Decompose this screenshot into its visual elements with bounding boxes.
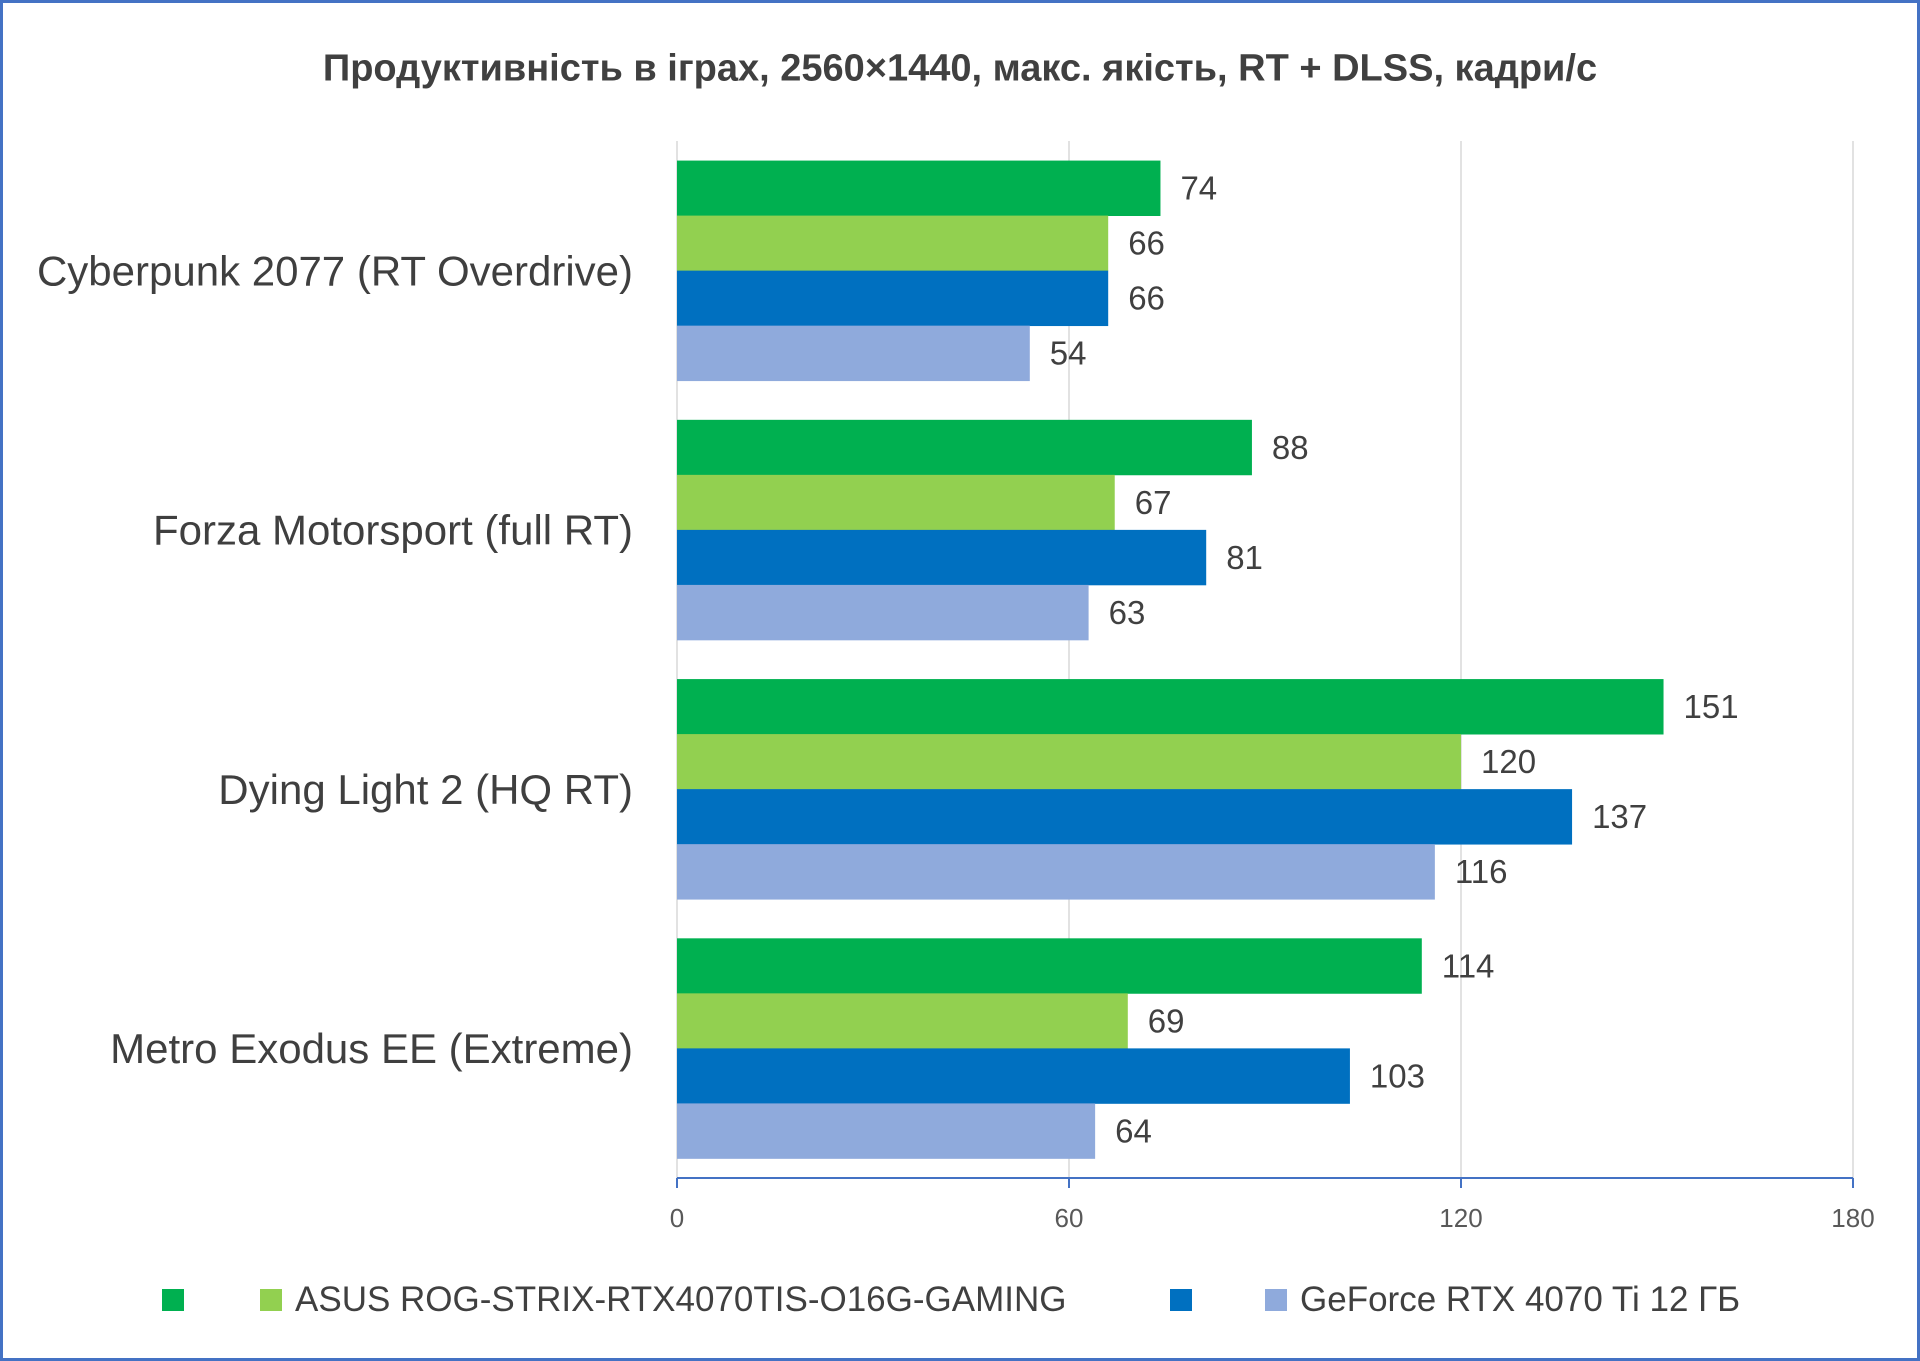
data-label-category-3-series-4: 116 — [1455, 853, 1508, 890]
legend-item-series-3 — [1170, 1278, 1205, 1322]
category-label-2: Forza Motorsport (full RT) — [153, 507, 633, 554]
bar-category-2-series-3 — [677, 529, 1207, 586]
bar-category-4-series-3 — [677, 1048, 1350, 1104]
category-label-3: Dying Light 2 (HQ RT) — [218, 766, 633, 813]
labels: 0 60 120 180 Cyberpunk 2077 (RT Overdrive) 74… — [37, 170, 1875, 1233]
data-label-category-1-series-4: 54 — [1050, 335, 1087, 372]
bars — [677, 160, 1664, 1159]
bar-category-1-series-1 — [677, 160, 1161, 216]
bar-category-2-series-2 — [677, 474, 1115, 531]
data-label-category-3-series-2: 120 — [1481, 743, 1536, 780]
legend-swatch-series-3 — [1170, 1289, 1192, 1311]
data-label-category-2-series-3: 81 — [1226, 539, 1263, 576]
bar-category-4-series-4 — [677, 1103, 1096, 1159]
bar-category-1-series-2 — [677, 215, 1109, 272]
chart-title: Продуктивність в іграх, 2560×1440, макс.… — [323, 47, 1597, 89]
data-label-category-3-series-3: 137 — [1592, 798, 1647, 835]
bar-category-3-series-2 — [677, 734, 1461, 790]
bar-category-4-series-1 — [677, 938, 1422, 994]
legend-swatch-series-1 — [162, 1289, 184, 1311]
bar-category-1-series-3 — [677, 270, 1109, 327]
data-label-category-4-series-4: 64 — [1115, 1112, 1152, 1149]
bar-category-3-series-4 — [677, 844, 1435, 900]
legend-swatch-series-2 — [260, 1289, 282, 1311]
data-label-category-2-series-1: 88 — [1272, 429, 1309, 466]
data-label-category-2-series-4: 63 — [1109, 594, 1146, 631]
category-label-4: Metro Exodus EE (Extreme) — [110, 1025, 633, 1072]
data-label-category-1-series-1: 74 — [1180, 170, 1217, 207]
data-label-category-4-series-3: 103 — [1370, 1057, 1425, 1094]
data-label-category-1-series-3: 66 — [1128, 280, 1165, 317]
data-label-category-4-series-2: 69 — [1148, 1002, 1185, 1039]
bar-category-4-series-2 — [677, 993, 1128, 1049]
legend-label-series-4: GeForce RTX 4070 Ti 12 ГБ — [1300, 1280, 1741, 1319]
legend-swatch-series-4 — [1265, 1289, 1287, 1311]
legend-item-series-1 — [162, 1278, 197, 1322]
category-label-1: Cyberpunk 2077 (RT Overdrive) — [37, 247, 633, 294]
data-label-category-4-series-1: 114 — [1442, 947, 1495, 984]
bar-category-1-series-4 — [677, 325, 1030, 382]
bar-category-3-series-3 — [677, 789, 1573, 845]
legend-label-series-2: ASUS ROG-STRIX-RTX4070TIS-O16G-GAMING — [295, 1280, 1067, 1319]
x-tick-label-0: 0 — [670, 1203, 684, 1233]
x-tick-label-60: 60 — [1055, 1203, 1084, 1233]
x-tick-label-180: 180 — [1831, 1203, 1874, 1233]
bar-category-2-series-4 — [677, 584, 1089, 641]
legend-item-series-4: GeForce RTX 4070 Ti 12 ГБ — [1265, 1278, 1740, 1322]
data-label-category-1-series-2: 66 — [1128, 225, 1165, 262]
bar-category-3-series-1 — [677, 679, 1664, 735]
x-tick-label-120: 120 — [1439, 1203, 1482, 1233]
legend-item-series-2: ASUS ROG-STRIX-RTX4070TIS-O16G-GAMING — [260, 1278, 1066, 1322]
data-label-category-3-series-1: 151 — [1684, 688, 1739, 725]
bar-category-2-series-1 — [677, 419, 1252, 476]
data-label-category-2-series-2: 67 — [1135, 484, 1172, 521]
x-axis — [676, 1177, 1854, 1188]
